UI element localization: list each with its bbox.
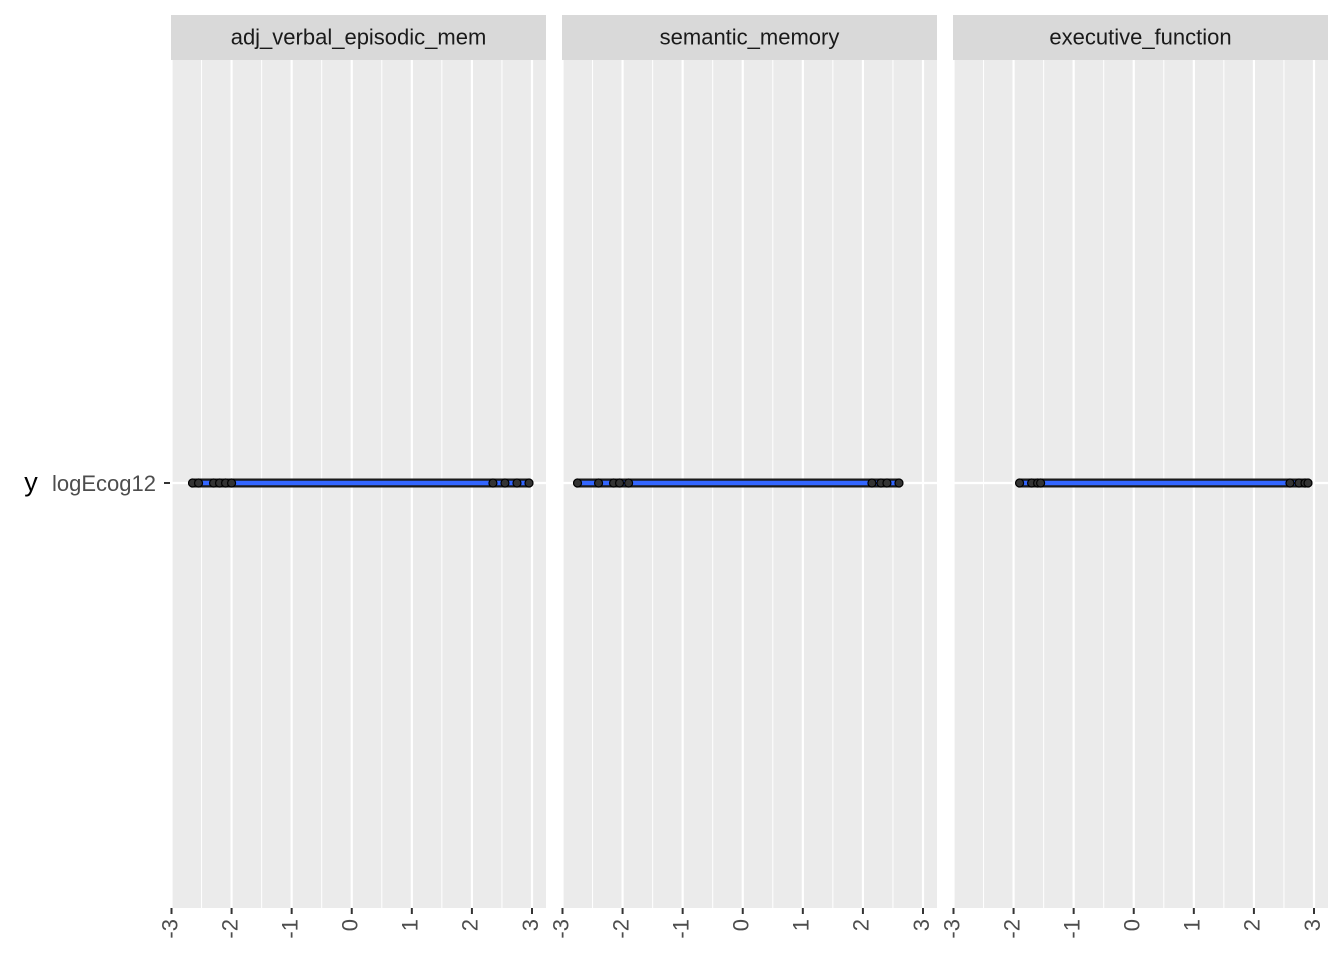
x-tick-label: -3 (157, 919, 182, 939)
x-tick-label: 0 (729, 919, 754, 931)
data-point (193, 478, 204, 488)
x-tick-label: -2 (608, 919, 633, 939)
data-point (867, 478, 877, 488)
data-point (623, 478, 634, 488)
data-point (1303, 478, 1313, 488)
x-tick-label: -1 (277, 919, 302, 939)
x-tick-label: 2 (1240, 919, 1265, 931)
x-tick-label: -2 (999, 919, 1024, 939)
x-tick-label: 1 (1180, 919, 1205, 931)
facet-strip (953, 15, 1328, 60)
data-point (524, 478, 534, 488)
data-point (1285, 478, 1295, 488)
facet-strip-label: semantic_memory (660, 24, 840, 49)
facet-panel-semantic_memory: semantic_memory -3 -2 -1 0 1 2 3 (548, 15, 937, 939)
x-tick-label: 3 (1300, 919, 1325, 931)
facet-strip (562, 15, 937, 60)
x-tick-label: -3 (548, 919, 573, 939)
data-point (572, 478, 583, 488)
data-point (593, 478, 604, 488)
x-tick-label: -2 (217, 919, 242, 939)
facet-panel-adj_verbal_episodic_mem: adj_verbal_episodic_mem -3 -2 -1 0 1 2 3 (157, 15, 546, 939)
data-point (500, 478, 510, 488)
facet-strip-label: executive_function (1049, 24, 1231, 49)
data-point (614, 478, 625, 488)
data-point (512, 478, 522, 488)
x-tick-label: 0 (1120, 919, 1145, 931)
x-tick-label: 1 (398, 919, 423, 931)
data-point (894, 478, 904, 488)
x-tick-label: 1 (789, 919, 814, 931)
x-tick-label: -1 (668, 919, 693, 939)
x-tick-label: 2 (458, 919, 483, 931)
data-point (1014, 478, 1025, 488)
x-tick-label: -3 (939, 919, 964, 939)
x-tick-label: 0 (338, 919, 363, 931)
data-point (882, 478, 892, 488)
x-tick-label: -1 (1059, 919, 1084, 939)
facet-panels: adj_verbal_episodic_mem-3 -2 -1 0 1 2 3semanti… (157, 15, 1328, 939)
facet-strip (171, 15, 546, 60)
y-axis-title: y (24, 467, 38, 497)
facet-panel-executive_function: executive_function -3 -2 -1 0 1 2 3 (939, 15, 1328, 939)
x-tick-label: 3 (518, 919, 543, 931)
data-point (488, 478, 498, 488)
facet-strip-label: adj_verbal_episodic_mem (231, 24, 487, 49)
x-tick-label: 2 (849, 919, 874, 931)
y-tick-label: logEcog12 (52, 471, 156, 496)
data-point (226, 478, 237, 488)
data-point (1036, 478, 1046, 488)
x-tick-label: 3 (909, 919, 934, 931)
